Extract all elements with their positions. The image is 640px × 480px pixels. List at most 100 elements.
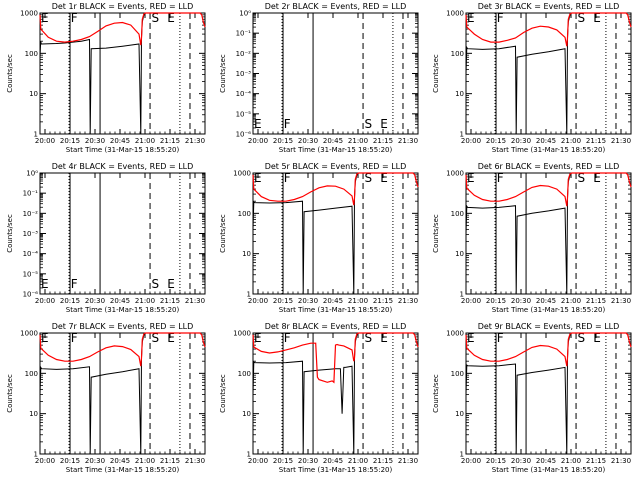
y-axis-label: Counts/sec — [6, 374, 14, 413]
interval-marker-E: E — [167, 277, 175, 291]
events-series-line — [465, 332, 572, 455]
x-tick-label: 21:30 — [185, 297, 205, 305]
x-tick-label: 21:15 — [373, 137, 393, 145]
x-tick-label: 21:00 — [561, 137, 581, 145]
y-axis-label: Counts/sec — [432, 54, 440, 93]
x-tick-label: 20:30 — [511, 297, 531, 305]
y-tick-label: 1000 — [20, 330, 38, 338]
x-axis-label: Start Time (31-Mar-15 18:55:20) — [66, 146, 180, 154]
x-tick-label: 20:00 — [248, 297, 268, 305]
panel-det-1: Det 1r BLACK = Events, RED = LLD 1 10 100 10… — [6, 2, 206, 154]
lld-series-line — [252, 332, 419, 384]
interval-marker-F: F — [497, 331, 504, 345]
x-tick-label: 20:15 — [273, 457, 293, 465]
y-tick-label: 10⁻³ — [236, 70, 252, 78]
x-tick-label: 20:45 — [323, 297, 343, 305]
x-tick-label: 21:15 — [160, 457, 180, 465]
x-tick-label: 20:30 — [511, 137, 531, 145]
y-tick-label: 1 — [34, 131, 38, 139]
y-axis-label: Counts/sec — [6, 214, 14, 253]
x-tick-label: 20:45 — [110, 297, 130, 305]
y-tick-label: 1000 — [20, 10, 38, 18]
y-tick-label: 10⁻¹ — [23, 190, 39, 198]
interval-marker-F: F — [497, 11, 504, 25]
y-tick-label: 10⁻⁵ — [236, 110, 252, 118]
panel-det-3: Det 3r BLACK = Events, RED = LLD 1 10 100 10… — [432, 2, 632, 154]
x-tick-label: 21:15 — [586, 457, 606, 465]
x-axis-label: Start Time (31-Mar-15 18:55:20) — [279, 466, 393, 474]
interval-marker-E: E — [467, 171, 475, 185]
y-tick-label: 10⁻² — [23, 210, 39, 218]
y-tick-label: 10⁻³ — [23, 230, 39, 238]
x-tick-label: 20:15 — [273, 137, 293, 145]
lld-series-line — [39, 12, 206, 46]
x-tick-label: 20:45 — [536, 457, 556, 465]
interval-marker-S: S — [578, 171, 586, 185]
panel-det-8: Det 8r BLACK = Events, RED = LLD 1 10 100 10… — [219, 322, 419, 474]
y-tick-label: 100 — [238, 370, 251, 378]
y-tick-label: 10⁰ — [239, 10, 251, 18]
x-tick-label: 21:30 — [185, 457, 205, 465]
x-tick-label: 21:30 — [611, 457, 631, 465]
interval-marker-S: S — [365, 171, 373, 185]
x-tick-label: 20:45 — [536, 137, 556, 145]
x-tick-label: 20:45 — [323, 457, 343, 465]
interval-marker-E: E — [380, 331, 388, 345]
interval-marker-S: S — [152, 331, 160, 345]
y-tick-label: 1000 — [233, 330, 251, 338]
interval-marker-F: F — [497, 171, 504, 185]
y-tick-label: 10⁻² — [236, 50, 252, 58]
y-tick-label: 100 — [451, 50, 464, 58]
y-tick-label: 100 — [451, 370, 464, 378]
x-tick-label: 21:15 — [586, 297, 606, 305]
y-tick-label: 10 — [242, 250, 251, 258]
x-tick-label: 21:00 — [561, 297, 581, 305]
x-tick-label: 20:00 — [461, 137, 481, 145]
y-tick-label: 1 — [247, 291, 251, 299]
x-tick-label: 21:15 — [586, 137, 606, 145]
y-tick-label: 10 — [242, 410, 251, 418]
interval-marker-E: E — [467, 11, 475, 25]
y-tick-label: 10⁻⁵ — [23, 270, 39, 278]
x-tick-label: 20:00 — [461, 457, 481, 465]
x-tick-label: 20:30 — [298, 457, 318, 465]
y-axis-label: Counts/sec — [219, 54, 227, 93]
interval-marker-E: E — [41, 277, 49, 291]
interval-marker-E: E — [41, 11, 49, 25]
y-tick-label: 10 — [455, 410, 464, 418]
y-tick-label: 10⁰ — [26, 170, 38, 178]
interval-marker-S: S — [578, 331, 586, 345]
x-axis-label: Start Time (31-Mar-15 18:55:20) — [66, 306, 180, 314]
panel-title: Det 4r BLACK = Events, RED = LLD — [52, 162, 194, 171]
y-tick-label: 1 — [460, 291, 464, 299]
y-tick-label: 10⁻⁴ — [23, 250, 39, 258]
interval-marker-S: S — [578, 11, 586, 25]
y-tick-label: 1000 — [446, 170, 464, 178]
y-axis-label: Counts/sec — [432, 374, 440, 413]
interval-marker-E: E — [380, 171, 388, 185]
lld-series-line — [465, 332, 632, 367]
x-tick-label: 21:00 — [348, 297, 368, 305]
y-tick-label: 10⁻¹ — [236, 30, 252, 38]
x-tick-label: 20:00 — [248, 137, 268, 145]
x-axis-label: Start Time (31-Mar-15 18:55:20) — [492, 306, 606, 314]
x-axis-label: Start Time (31-Mar-15 18:55:20) — [279, 146, 393, 154]
panel-det-5: Det 5r BLACK = Events, RED = LLD 1 10 100 10… — [219, 162, 419, 314]
panel-title: Det 5r BLACK = Events, RED = LLD — [265, 162, 407, 171]
lld-series-line — [465, 172, 632, 207]
interval-marker-E: E — [167, 11, 175, 25]
x-tick-label: 21:00 — [348, 457, 368, 465]
panel-title: Det 9r BLACK = Events, RED = LLD — [478, 322, 620, 331]
axes-box — [39, 12, 206, 135]
y-axis-label: Counts/sec — [219, 374, 227, 413]
x-tick-label: 20:15 — [486, 137, 506, 145]
interval-marker-E: E — [380, 117, 388, 131]
panel-det-2: Det 2r BLACK = Events, RED = LLD 10⁻⁶ 10⁻⁵… — [219, 2, 419, 154]
panel-title: Det 3r BLACK = Events, RED = LLD — [478, 2, 620, 11]
x-tick-label: 21:15 — [160, 297, 180, 305]
y-tick-label: 100 — [25, 370, 38, 378]
y-tick-label: 10⁻⁴ — [236, 90, 252, 98]
y-tick-label: 10 — [29, 410, 38, 418]
interval-marker-S: S — [365, 331, 373, 345]
